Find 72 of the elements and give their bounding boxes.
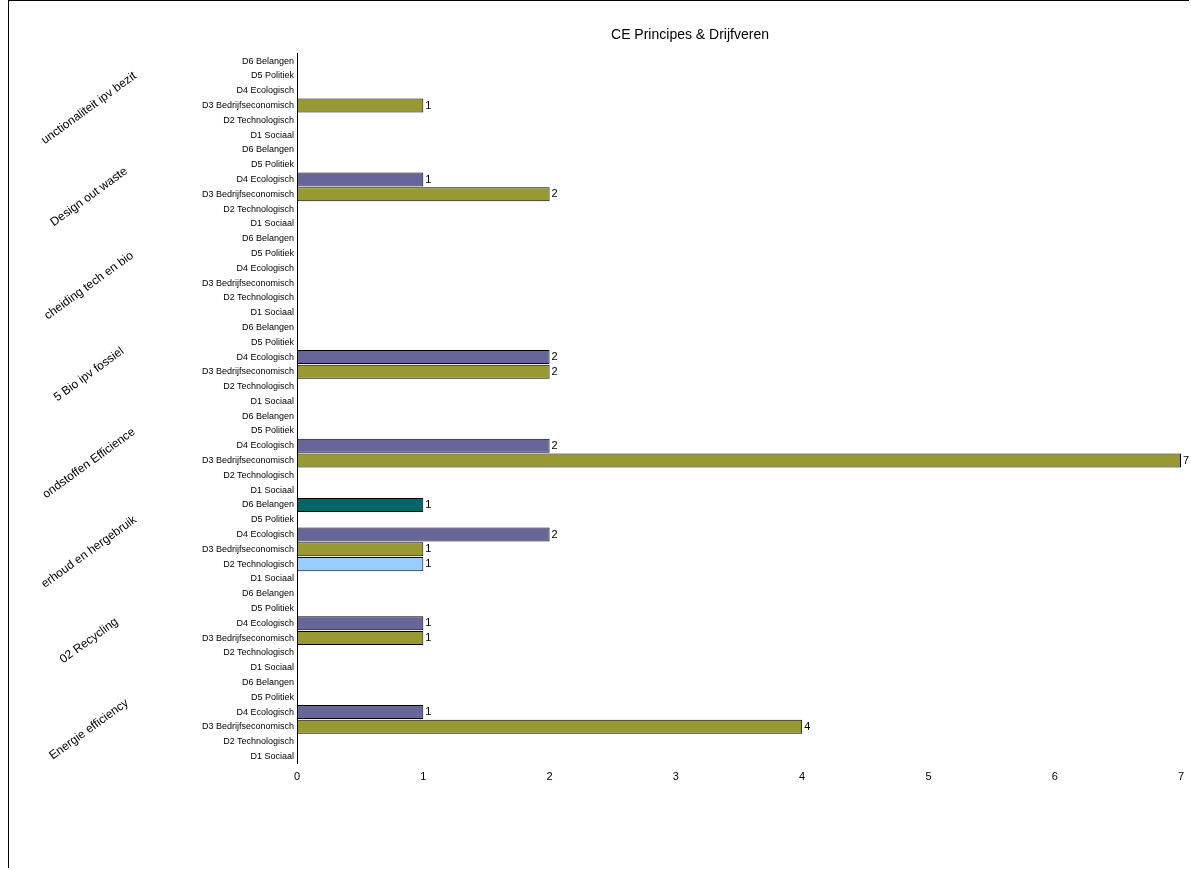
y-tick-label: D4 Ecologisch	[236, 351, 295, 362]
y-tick-label: D4 Ecologisch	[236, 529, 295, 540]
y-tick-label: D2 Technologisch	[223, 647, 295, 658]
y-tick-label: D5 Politiek	[251, 691, 295, 702]
y-tick-label: D6 Belangen	[241, 321, 295, 332]
chart-title: CE Principes & Drijfveren	[611, 26, 769, 43]
y-tick-label: D3 Bedrijfseconomisch	[201, 543, 295, 554]
data-label: 1	[425, 542, 432, 555]
y-tick-label: D5 Politiek	[251, 336, 295, 347]
y-tick-label: D6 Belangen	[241, 144, 295, 155]
y-tick-label: D4 Ecologisch	[236, 174, 295, 185]
data-label: 2	[551, 187, 558, 200]
data-label: 1	[425, 497, 432, 510]
y-tick-label: D5 Politiek	[251, 602, 295, 613]
x-tick-label: 6	[1051, 770, 1058, 783]
y-tick-label: D2 Technologisch	[223, 469, 295, 480]
data-label: 2	[551, 364, 558, 377]
y-tick-label: D4 Ecologisch	[236, 85, 295, 96]
y-tick-label: D3 Bedrijfseconomisch	[201, 188, 295, 199]
x-tick-label: 1	[420, 770, 427, 783]
x-tick-label: 7	[1177, 770, 1185, 783]
y-tick-label: D1 Sociaal	[250, 750, 295, 761]
y-tick-label: D1 Sociaal	[250, 129, 295, 140]
y-tick-label: D2 Technologisch	[223, 203, 295, 214]
y-tick-label: D1 Sociaal	[250, 307, 295, 318]
y-tick-label: D1 Sociaal	[250, 573, 295, 584]
data-label: 2	[551, 438, 558, 451]
y-tick-label: D2 Technologisch	[223, 558, 295, 569]
x-tick-label: 5	[925, 770, 932, 783]
x-tick-label: 2	[546, 770, 553, 783]
y-tick-label: D5 Politiek	[251, 247, 295, 258]
x-tick-label: 4	[799, 770, 806, 783]
data-label: 1	[425, 705, 432, 718]
y-tick-label: D1 Sociaal	[250, 395, 295, 406]
y-tick-label: D6 Belangen	[241, 676, 295, 687]
y-tick-label: D1 Sociaal	[250, 484, 295, 495]
y-tick-label: D5 Politiek	[251, 70, 295, 81]
data-label: 1	[425, 557, 432, 570]
y-tick-label: D4 Ecologisch	[236, 440, 295, 451]
data-label: 7	[1183, 453, 1190, 466]
y-tick-label: D6 Belangen	[241, 499, 295, 510]
y-tick-label: D3 Bedrijfseconomisch	[201, 721, 295, 732]
y-tick-label: D1 Sociaal	[250, 662, 295, 673]
y-tick-label: D6 Belangen	[241, 55, 295, 66]
y-tick-label: D2 Technologisch	[223, 736, 295, 747]
y-tick-label: D3 Bedrijfseconomisch	[201, 277, 295, 288]
y-tick-label: D2 Technologisch	[223, 381, 295, 392]
data-label: 1	[425, 98, 432, 111]
y-tick-label: D3 Bedrijfseconomisch	[201, 455, 295, 466]
y-tick-label: D2 Technologisch	[223, 114, 295, 125]
y-tick-label: D5 Politiek	[251, 425, 295, 436]
y-tick-label: D3 Bedrijfseconomisch	[201, 100, 295, 111]
y-tick-label: D5 Politiek	[251, 514, 295, 525]
y-tick-label: D3 Bedrijfseconomisch	[201, 366, 295, 377]
data-label: 1	[425, 631, 432, 644]
y-tick-label: D3 Bedrijfseconomisch	[201, 632, 295, 643]
y-tick-label: D1 Sociaal	[250, 218, 295, 229]
data-label: 2	[551, 527, 558, 540]
y-tick-label: D4 Ecologisch	[236, 262, 295, 273]
y-tick-label: D4 Ecologisch	[236, 706, 295, 717]
data-label: 1	[425, 172, 432, 185]
x-tick-label: 3	[672, 770, 679, 783]
x-tick-label: 0	[293, 770, 301, 783]
y-tick-label: D6 Belangen	[241, 410, 295, 421]
y-tick-label: D6 Belangen	[241, 588, 295, 599]
y-tick-label: D6 Belangen	[241, 233, 295, 244]
data-label: 4	[804, 719, 811, 732]
y-tick-label: D4 Ecologisch	[236, 617, 295, 628]
data-label: 2	[551, 350, 558, 363]
y-tick-label: D5 Politiek	[251, 159, 295, 170]
data-label: 1	[425, 616, 432, 629]
y-tick-label: D2 Technologisch	[223, 292, 295, 303]
